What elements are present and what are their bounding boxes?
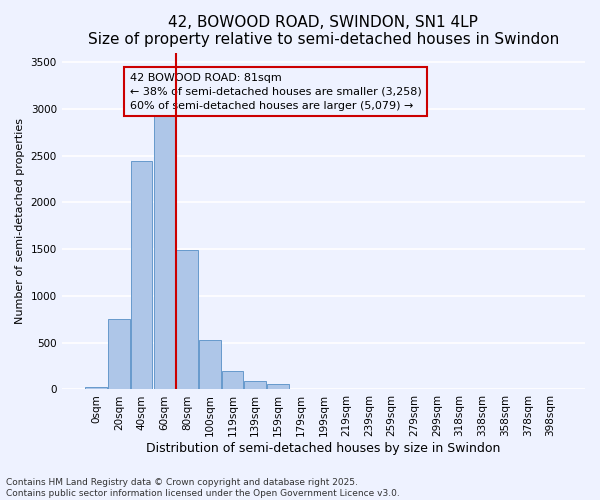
Text: Contains HM Land Registry data © Crown copyright and database right 2025.
Contai: Contains HM Land Registry data © Crown c…	[6, 478, 400, 498]
Bar	[267, 384, 289, 390]
Text: 42 BOWOOD ROAD: 81sqm
← 38% of semi-detached houses are smaller (3,258)
60% of s: 42 BOWOOD ROAD: 81sqm ← 38% of semi-deta…	[130, 73, 421, 111]
Y-axis label: Number of semi-detached properties: Number of semi-detached properties	[15, 118, 25, 324]
Title: 42, BOWOOD ROAD, SWINDON, SN1 4LP
Size of property relative to semi-detached hou: 42, BOWOOD ROAD, SWINDON, SN1 4LP Size o…	[88, 15, 559, 48]
Bar	[85, 386, 107, 390]
Bar	[176, 250, 198, 390]
Bar	[222, 371, 243, 390]
Bar	[108, 320, 130, 390]
X-axis label: Distribution of semi-detached houses by size in Swindon: Distribution of semi-detached houses by …	[146, 442, 500, 455]
Bar	[199, 340, 221, 390]
Bar	[154, 82, 175, 390]
Bar	[244, 381, 266, 390]
Bar	[131, 161, 152, 390]
